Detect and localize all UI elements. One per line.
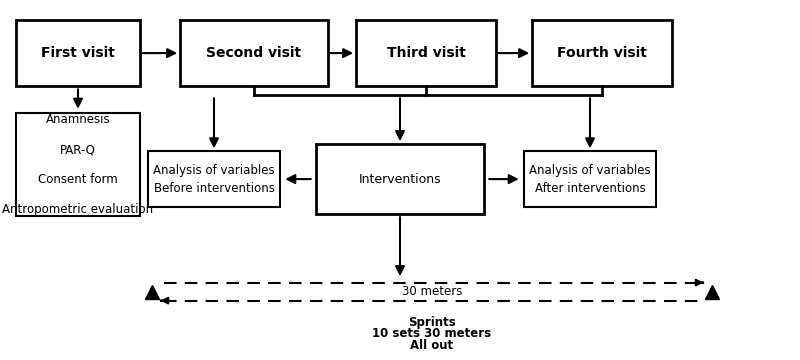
FancyBboxPatch shape <box>16 113 140 216</box>
Text: 30 meters: 30 meters <box>402 285 462 298</box>
Text: Fourth visit: Fourth visit <box>557 46 647 60</box>
Text: 10 sets 30 meters: 10 sets 30 meters <box>373 327 491 340</box>
FancyBboxPatch shape <box>356 20 496 86</box>
Text: Sprints: Sprints <box>408 316 456 329</box>
Text: Interventions: Interventions <box>358 172 442 186</box>
FancyBboxPatch shape <box>316 144 484 214</box>
Text: Analysis of variables
After interventions: Analysis of variables After intervention… <box>529 163 651 195</box>
FancyBboxPatch shape <box>148 151 280 207</box>
Text: Analysis of variables
Before interventions: Analysis of variables Before interventio… <box>153 163 275 195</box>
FancyBboxPatch shape <box>180 20 328 86</box>
Text: Anamnesis

PAR-Q

Consent form

Antropometric evaluation: Anamnesis PAR-Q Consent form Antropometr… <box>2 113 154 216</box>
Text: Second visit: Second visit <box>206 46 302 60</box>
FancyBboxPatch shape <box>16 20 140 86</box>
Text: First visit: First visit <box>41 46 115 60</box>
Text: All out: All out <box>410 339 454 352</box>
Text: Third visit: Third visit <box>386 46 466 60</box>
FancyBboxPatch shape <box>524 151 656 207</box>
FancyBboxPatch shape <box>532 20 672 86</box>
